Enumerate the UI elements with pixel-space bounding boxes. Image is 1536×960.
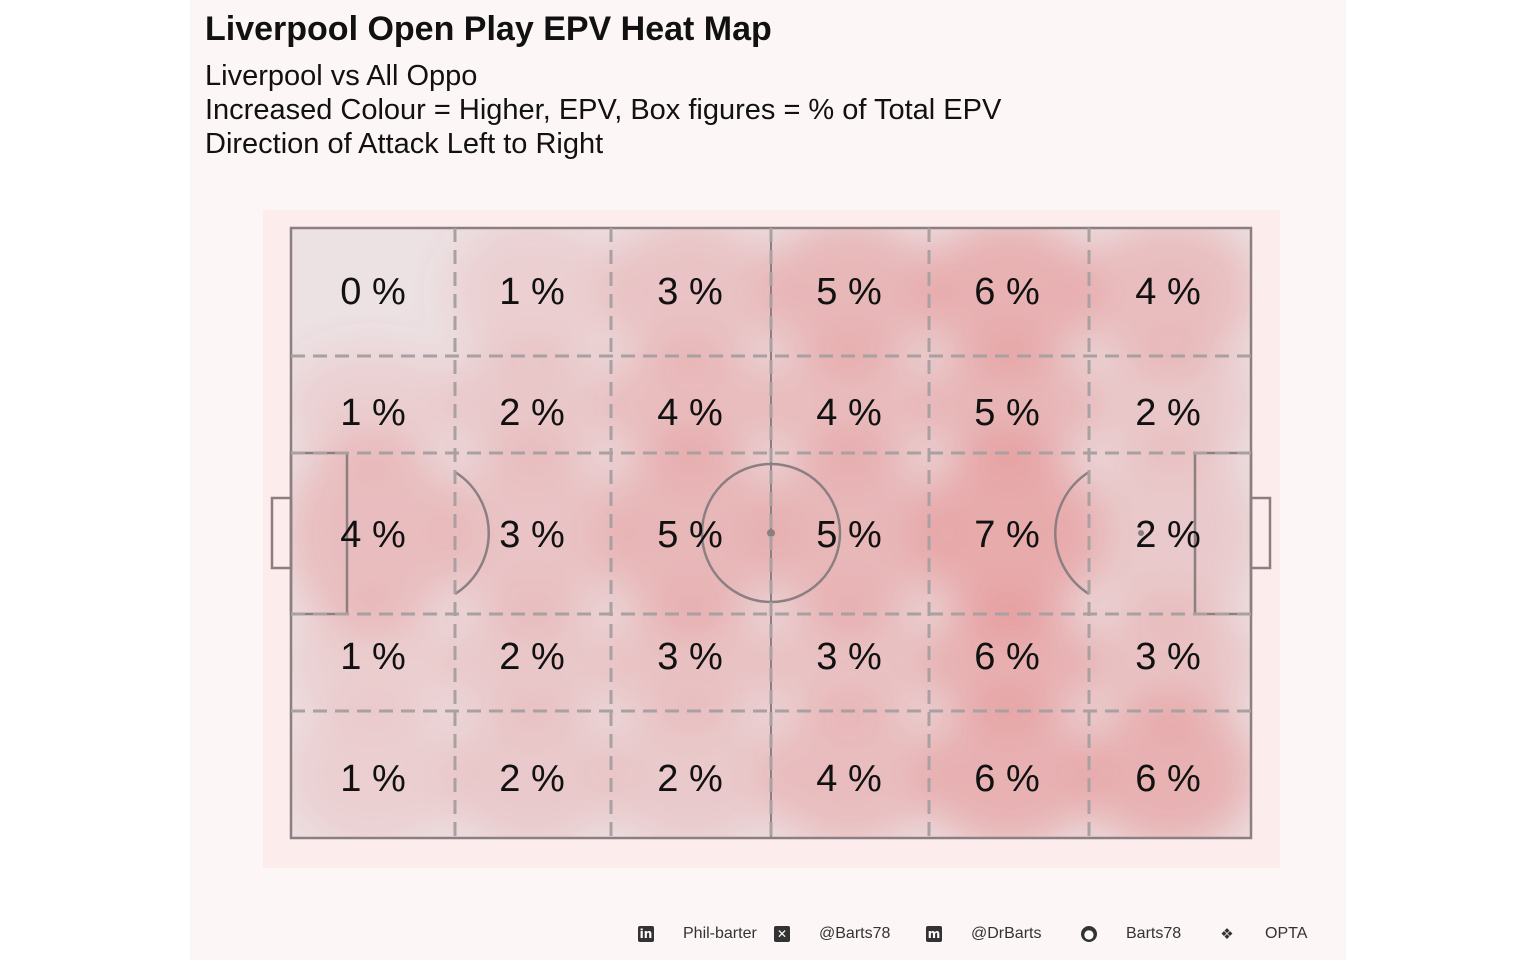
zone-label: 6 %	[974, 758, 1039, 800]
zone-label: 6 %	[974, 271, 1039, 313]
zone-label: 3 %	[816, 636, 881, 678]
heat-blob	[603, 346, 779, 463]
heat-blob	[1080, 604, 1251, 721]
right-goal	[1249, 496, 1272, 570]
zone-label: 2 %	[499, 758, 564, 800]
footer-label-x: @Barts78	[819, 925, 891, 942]
heat-blob	[921, 698, 1097, 838]
footer-label-mastodon: @DrBarts	[971, 925, 1042, 942]
zone-label: 0 %	[340, 271, 405, 313]
zone-label: 5 %	[657, 514, 722, 556]
heat-blob	[1080, 436, 1251, 631]
zone-label: 1 %	[340, 636, 405, 678]
heat-blob	[447, 604, 619, 721]
zone-label: 3 %	[1135, 636, 1200, 678]
heat-blob	[763, 228, 937, 369]
zone-label: 6 %	[1135, 758, 1200, 800]
heat-blob	[921, 346, 1097, 463]
heat-blob	[921, 436, 1097, 631]
right-penalty-arc	[1054, 470, 1090, 596]
heat-blob	[291, 346, 464, 463]
heat-blob	[763, 698, 937, 838]
subtitle-line-1: Liverpool vs All Oppo	[205, 60, 478, 92]
heat-blob	[1080, 346, 1251, 463]
zone-labels: 0 % 1 % 3 % 5 % 6 % 4 % 1 % 2 % 4 % 4 % 5 % 2 % 4 % 3…	[340, 271, 1200, 800]
heat-blob	[763, 346, 937, 463]
zone-label: 4 %	[657, 392, 722, 434]
zone-label: 3 %	[657, 271, 722, 313]
heat-blob	[603, 228, 779, 369]
heat-blob	[921, 228, 1097, 369]
heat-blob	[291, 698, 464, 838]
heat-blob	[1080, 698, 1251, 838]
footer-label-data-source: OPTA	[1265, 925, 1308, 942]
heat-blob	[1080, 228, 1251, 369]
heat-layer	[291, 228, 1251, 838]
zone-label: 1 %	[499, 271, 564, 313]
heat-blob	[447, 698, 619, 838]
footer-label-linkedin: Phil-barter	[683, 925, 757, 942]
centre-spot	[767, 529, 775, 537]
dropbox-icon: ❖	[1220, 925, 1234, 943]
heat-blob	[603, 604, 779, 721]
heat-blob	[763, 604, 937, 721]
heat-blob	[921, 604, 1097, 721]
chart-title: Liverpool Open Play EPV Heat Map	[205, 10, 772, 48]
linkedin-icon: in	[638, 926, 654, 942]
zone-label: 2 %	[1135, 514, 1200, 556]
x-twitter-icon: ✕	[774, 926, 790, 942]
zone-grid	[291, 228, 1251, 838]
right-penalty-spot	[1138, 530, 1144, 536]
zone-label: 4 %	[816, 392, 881, 434]
zone-label: 3 %	[499, 514, 564, 556]
zone-label: 2 %	[499, 636, 564, 678]
zone-label: 2 %	[1135, 392, 1200, 434]
subtitle-line-2: Increased Colour = Higher, EPV, Box figu…	[205, 94, 1002, 126]
heat-blob	[603, 436, 779, 631]
zone-label: 1 %	[340, 392, 405, 434]
zone-label: 5 %	[816, 271, 881, 313]
zone-label: 4 %	[816, 758, 881, 800]
mastodon-icon: m	[926, 926, 942, 942]
heat-blob	[291, 604, 464, 721]
zone-label: 6 %	[974, 636, 1039, 678]
github-icon: ●	[1081, 926, 1097, 942]
zone-label: 2 %	[499, 392, 564, 434]
left-penalty-arc	[454, 470, 490, 596]
zone-label: 5 %	[974, 392, 1039, 434]
zone-label: 4 %	[1135, 271, 1200, 313]
zone-label: 2 %	[657, 758, 722, 800]
zone-label: 7 %	[974, 514, 1039, 556]
credits-footer: in Phil-barter ✕ @Barts78 m @DrBarts ● B…	[0, 922, 1536, 950]
heat-blob	[763, 436, 937, 631]
heat-blob	[447, 346, 619, 463]
zone-label: 1 %	[340, 758, 405, 800]
heat-blob	[447, 436, 619, 631]
zone-label: 4 %	[340, 514, 405, 556]
left-goal	[270, 496, 293, 570]
footer-label-github: Barts78	[1126, 925, 1182, 942]
zone-label: 3 %	[657, 636, 722, 678]
zone-label: 5 %	[816, 514, 881, 556]
heat-blob	[291, 436, 464, 631]
heat-blob	[603, 698, 779, 838]
heat-blob	[447, 228, 619, 369]
subtitle-line-3: Direction of Attack Left to Right	[205, 128, 604, 160]
